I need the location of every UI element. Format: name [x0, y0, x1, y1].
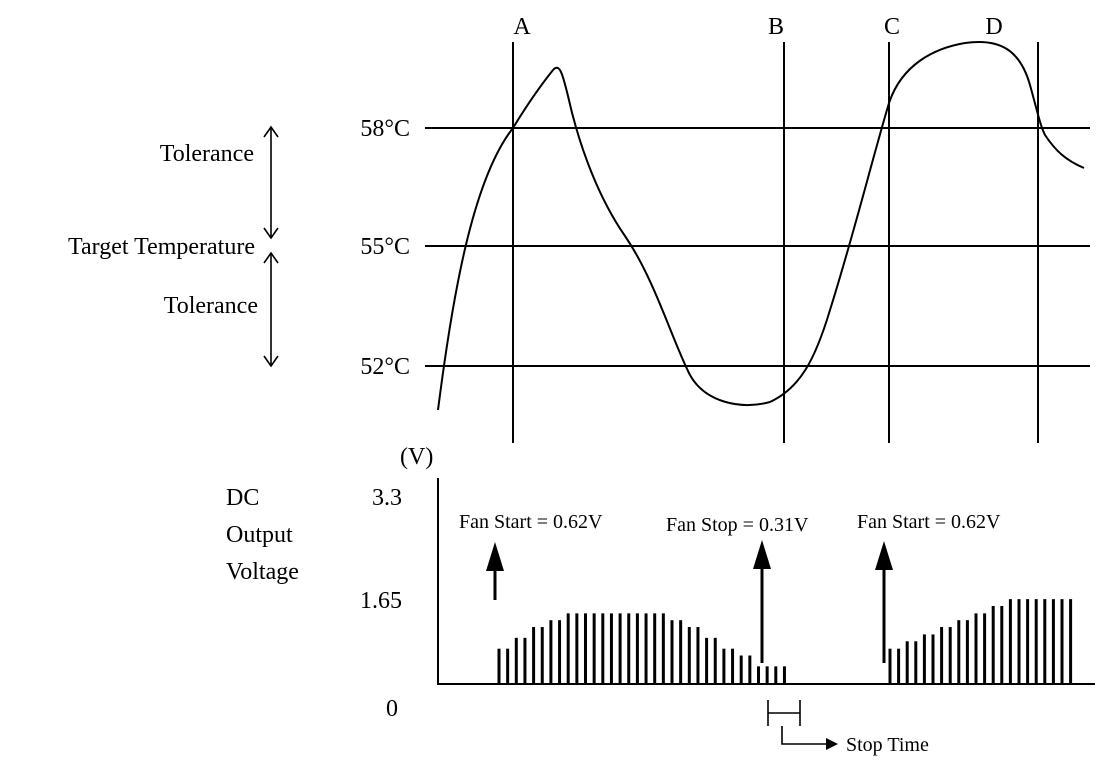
tolerance-upper-label: Tolerance — [160, 141, 254, 167]
pwm-pulse-group-1 — [497, 613, 786, 684]
fan-start-label-1: Fan Start = 0.62V — [459, 511, 603, 533]
fan-stop-label: Fan Stop = 0.31V — [666, 514, 809, 536]
voltage-title-line3: Voltage — [226, 559, 299, 585]
temp-label-55: 55°C — [360, 234, 410, 260]
fan-start-arrow-2-icon — [875, 541, 893, 663]
voltage-unit-label: (V) — [400, 444, 433, 470]
fan-start-label-2: Fan Start = 0.62V — [857, 511, 1001, 533]
voltage-tick-mid: 1.65 — [360, 588, 402, 614]
stop-time-bracket — [767, 700, 801, 726]
tolerance-lower-arrow-icon — [263, 251, 279, 368]
temp-label-58: 58°C — [360, 116, 410, 142]
target-temperature-label: Target Temperature — [68, 234, 255, 260]
temp-label-52: 52°C — [360, 354, 410, 380]
marker-label-b: B — [768, 14, 784, 40]
tolerance-upper-arrow-icon — [263, 125, 279, 240]
voltage-title-line2: Output — [226, 522, 293, 548]
pwm-pulse-group-2 — [888, 599, 1073, 684]
tolerance-lower-label: Tolerance — [164, 293, 258, 319]
fan-stop-arrow-icon — [753, 540, 771, 663]
marker-label-a: A — [513, 14, 531, 40]
voltage-tick-zero: 0 — [386, 696, 398, 722]
stop-time-label: Stop Time — [846, 734, 929, 756]
temperature-curve — [437, 41, 1085, 411]
stop-time-arrow-icon — [781, 726, 838, 750]
marker-label-c: C — [884, 14, 900, 40]
fan-start-arrow-1-icon — [486, 542, 504, 600]
voltage-title-line1: DC — [226, 485, 259, 511]
voltage-tick-max: 3.3 — [372, 485, 402, 511]
marker-label-d: D — [985, 14, 1002, 40]
